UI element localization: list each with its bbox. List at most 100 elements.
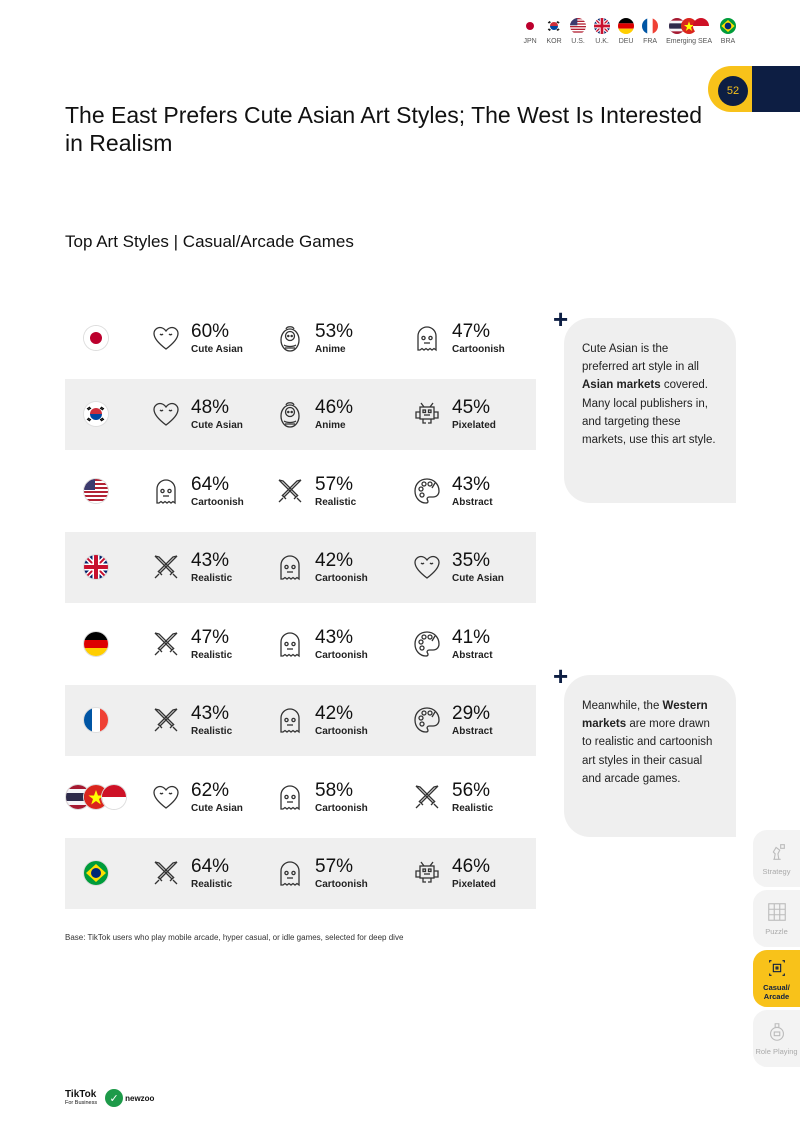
table-row: 64% Cartoonish 57% Realistic 43% Abstract [65,455,536,526]
row-flag [65,685,127,756]
art-style-name: Pixelated [452,879,496,890]
art-style-name: Realistic [452,802,494,814]
art-style-cell: 46% Pixelated [411,838,496,909]
heart-icon [150,781,182,813]
art-style-percent: 57% [315,856,354,877]
page-title: The East Prefers Cute Asian Art Styles; … [65,102,703,156]
flag-br-icon [720,18,736,34]
callout-western-markets: Meanwhile, the Western markets are more … [564,675,736,837]
doll-icon [274,322,306,354]
footer-logos: TikTok For Business ✓ newzoo [65,1089,154,1107]
palette-icon [411,628,443,660]
art-style-percent: 42% [315,550,354,571]
art-style-cell: 58% Cartoonish [274,761,368,832]
row-flag [65,532,127,603]
plus-icon: + [553,661,569,691]
art-style-cell: 43% Realistic [150,532,232,603]
art-style-name: Anime [315,420,346,431]
flag-uk-icon [84,555,108,579]
art-style-percent: 64% [191,473,230,495]
art-style-cell: 48% Cute Asian [150,379,243,450]
art-style-cell: 42% Cartoonish [274,532,368,603]
art-style-percent: 45% [452,397,491,418]
market-flag-uk: U.K. [594,18,611,45]
swords-icon [274,475,306,507]
swords-icon [150,551,182,583]
side-nav-casual-arcade[interactable]: Casual/ Arcade [753,950,800,1007]
art-style-name: Realistic [191,649,233,661]
art-style-percent: 43% [191,703,230,724]
row-flag [65,838,127,909]
art-style-name: Cartoonish [315,802,368,814]
art-style-cell: 62% Cute Asian [150,761,243,832]
side-nav-strategy[interactable]: Strategy [753,830,800,887]
market-flag-label: U.K. [595,38,609,45]
art-style-name: Pixelated [452,420,496,431]
heart-icon [150,322,182,354]
art-style-cell: 57% Realistic [274,455,356,526]
genre-side-nav: Strategy Puzzle Casual/ Arcade Role Playing [753,830,800,1070]
market-flag-label: FRA [643,38,658,45]
art-style-name: Cute Asian [452,573,504,584]
art-style-cell: 64% Realistic [150,838,232,909]
art-style-percent: 35% [452,550,491,571]
art-style-percent: 46% [315,397,354,418]
invader-icon [411,857,443,889]
ghost-icon [411,322,443,354]
table-row: 48% Cute Asian 46% Anime 45% Pixelated [65,378,536,450]
page-number: 52 [718,76,748,106]
market-flag-kr: KOR [546,18,563,45]
art-style-name: Anime [315,343,346,355]
art-style-name: Cute Asian [191,420,243,431]
doll-icon [274,398,306,430]
art-style-percent: 58% [315,779,354,801]
flag-de-icon [84,631,108,656]
art-style-percent: 60% [191,320,230,342]
newzoo-mark-icon: ✓ [105,1089,124,1107]
row-flag [65,302,127,373]
art-style-cell: 43% Realistic [150,685,232,756]
art-style-cell: 43% Abstract [411,455,493,526]
table-row: 60% Cute Asian 53% Anime 47% Cartoonish [65,302,536,373]
art-style-percent: 43% [191,550,230,571]
art-style-percent: 43% [315,626,354,648]
market-flag-jp: JPN [522,18,539,45]
row-flag [65,455,127,526]
callout-highlight: Western markets [582,700,708,731]
art-style-percent: 42% [315,703,354,724]
art-style-cell: 56% Realistic [411,761,493,832]
art-style-cell: 53% Anime [274,302,353,373]
callout-highlight: Asian markets [582,379,661,392]
art-style-cell: 47% Cartoonish [411,302,505,373]
tiktok-logo: TikTok For Business [65,1088,98,1106]
art-style-percent: 64% [191,856,230,877]
art-style-name: Cute Asian [191,802,243,814]
newzoo-logo: ✓ newzoo [105,1089,154,1107]
art-style-name: Abstract [452,726,493,737]
ghost-icon [274,781,306,813]
art-style-name: Realistic [191,573,233,584]
art-style-cell: 45% Pixelated [411,379,496,450]
market-flag-fr: FRA [642,18,659,45]
ghost-icon [274,857,306,889]
market-flag-label: KOR [546,38,562,45]
ghost-icon [274,704,306,736]
side-nav-puzzle[interactable]: Puzzle [753,890,800,947]
art-style-cell: 60% Cute Asian [150,302,243,373]
role-playing-icon [766,1021,788,1047]
market-flag-bar: JPN KOR U.S. U.K. DEU FRA Emerging SEA BRA [514,18,736,45]
side-nav-label: Role Playing [755,1047,798,1056]
art-style-percent: 56% [452,779,491,801]
flag-de-icon [618,18,635,34]
market-flag-us: U.S. [570,18,587,45]
ghost-icon [274,628,306,660]
art-style-percent: 48% [191,397,230,418]
market-flag-label: DEU [618,38,634,45]
side-nav-role-playing[interactable]: Role Playing [753,1010,800,1067]
art-style-percent: 47% [452,320,491,342]
flag-jp-icon [84,325,108,350]
art-style-name: Cartoonish [315,726,368,737]
art-style-cell: 47% Realistic [150,608,232,679]
art-style-percent: 41% [452,626,491,648]
swords-icon [150,628,182,660]
